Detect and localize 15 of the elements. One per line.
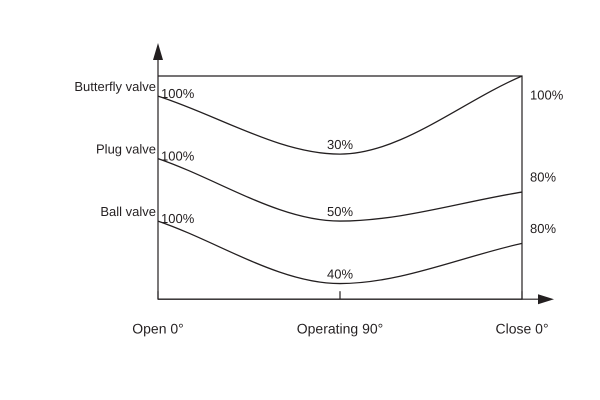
x-tick-label: Operating 90° [296,320,384,336]
annotation: 100% [161,148,195,164]
annotation: 100% [161,211,195,226]
annotation: 80% [530,220,556,236]
series-label: Plug valve [96,142,156,157]
annotation: 100% [161,86,195,102]
annotation: 100% [530,88,564,103]
annotation: 30% [326,137,354,152]
series-label: Ball valve [100,204,156,220]
annotation: 50% [326,204,354,220]
annotation: 80% [530,170,556,185]
x-tick-label: Close 0° [495,320,549,336]
series-label: Butterfly valve [74,79,156,94]
annotation: 40% [326,266,354,282]
x-tick-label: Open 0° [132,320,184,336]
